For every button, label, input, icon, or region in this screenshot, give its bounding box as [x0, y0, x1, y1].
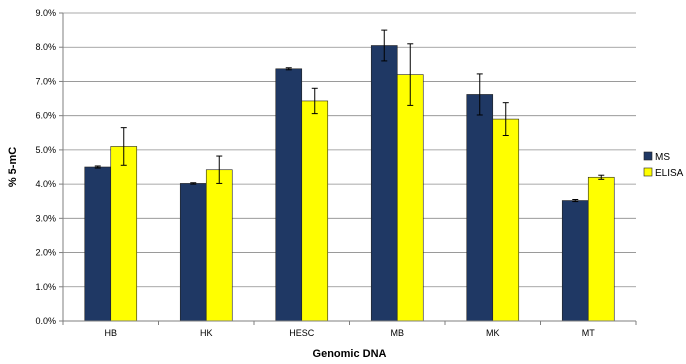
axes [59, 12, 637, 325]
bar-elisa-hb [110, 146, 138, 322]
bar-ms-mb [370, 45, 398, 322]
legend-swatch-ms [643, 151, 653, 161]
y-tick-label: 6.0% [35, 111, 56, 121]
bar-ms-hesc [275, 68, 303, 322]
x-tick-label: MB [391, 328, 405, 338]
bar-elisa-mk [492, 118, 520, 322]
bar-groups [84, 45, 615, 322]
legend: MS ELISA [643, 151, 684, 179]
x-tick-label: HK [200, 328, 213, 338]
y-tick-label: 2.0% [35, 248, 56, 258]
x-tick-labels: HB HK HESC MB MK MT [104, 328, 595, 338]
gridlines [63, 12, 636, 322]
x-tick-label: MK [486, 328, 500, 338]
x-tick-label: HESC [289, 328, 315, 338]
y-tick-label: 7.0% [35, 76, 56, 86]
y-axis-title: % 5-mC [7, 147, 19, 187]
bar-elisa-mt [587, 176, 615, 322]
y-tick-label: 9.0% [35, 8, 56, 18]
y-tick-label: 5.0% [35, 145, 56, 155]
legend-label-elisa: ELISA [655, 168, 684, 179]
legend-label-ms: MS [655, 152, 670, 163]
bar-elisa-hesc [301, 100, 329, 322]
y-tick-labels: 0.0% 1.0% 2.0% 3.0% 4.0% 5.0% 6.0% 7.0% 8.0% 9.0% [35, 8, 56, 326]
bar-ms-hb [84, 166, 112, 322]
bar-elisa-hk [205, 169, 233, 322]
x-tick-label: MT [582, 328, 595, 338]
y-tick-label: 1.0% [35, 282, 56, 292]
y-tick-label: 4.0% [35, 179, 56, 189]
x-axis-title: Genomic DNA [313, 348, 387, 360]
y-tick-label: 8.0% [35, 42, 56, 52]
error-bars [94, 29, 605, 203]
y-tick-label: 3.0% [35, 213, 56, 223]
bar-ms-mt [561, 200, 589, 322]
bar-ms-mk [466, 94, 494, 322]
x-tick-label: HB [104, 328, 117, 338]
bar-elisa-mb [396, 74, 424, 322]
legend-swatch-elisa [643, 167, 653, 177]
bar-ms-hk [179, 183, 207, 322]
y-tick-label: 0.0% [35, 316, 56, 326]
